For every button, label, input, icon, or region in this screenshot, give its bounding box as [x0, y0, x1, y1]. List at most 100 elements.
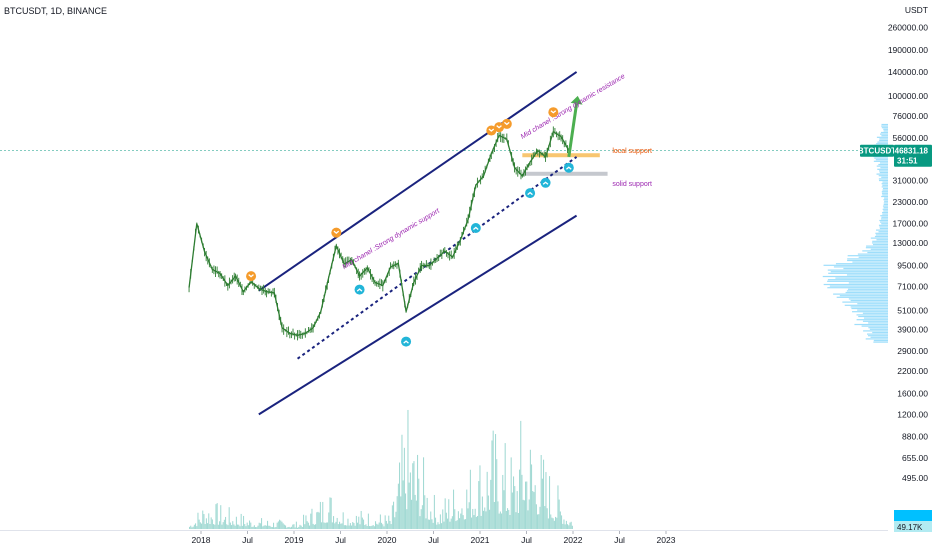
volume-bar — [447, 518, 449, 529]
volume-bar — [324, 522, 326, 529]
price-series — [188, 95, 583, 341]
volume-bar — [535, 504, 537, 529]
volume-profile-bar — [827, 279, 888, 281]
time-tick-9: Jul — [614, 535, 625, 545]
volume-bar — [208, 513, 210, 529]
volume-bar — [534, 485, 536, 529]
volume-bar — [523, 500, 525, 529]
markers-layer — [246, 107, 574, 347]
volume-profile-bar — [852, 261, 888, 263]
chart-title: BTCUSDT, 1D, BINANCE — [4, 6, 107, 16]
price-tick-6: 56000.00 — [893, 133, 929, 143]
volume-profile-bar — [883, 199, 888, 201]
volume-bar — [203, 514, 205, 529]
volume-bar — [319, 501, 321, 529]
volume-profile-bar — [880, 167, 888, 169]
marker-chevron-6 — [356, 288, 363, 292]
volume-bar — [408, 482, 410, 529]
volume-profile-bar — [882, 187, 888, 190]
volume-bar — [243, 515, 245, 529]
time-tick-10: 2023 — [657, 535, 676, 545]
volume-bar — [491, 440, 493, 529]
volume-profile-bar — [856, 319, 888, 321]
price-axis-ticks: 260000.00 190000.00 140000.00 100000.00 7600… — [888, 22, 928, 483]
channel-lines — [258, 71, 578, 416]
volume-bar — [437, 522, 439, 529]
volume-bar — [263, 525, 265, 529]
volume-bar — [545, 472, 547, 529]
time-tick-0: 2018 — [192, 535, 211, 545]
volume-bar — [459, 518, 461, 529]
volume-bar — [495, 434, 497, 529]
volume-bar — [340, 523, 342, 529]
volume-profile-bar — [863, 317, 888, 319]
volume-profile-layer — [822, 123, 888, 343]
volume-bar — [365, 524, 367, 529]
volume-bar — [538, 514, 540, 529]
volume-bar — [298, 526, 300, 529]
volume-bar — [282, 523, 284, 529]
volume-bar — [413, 461, 415, 529]
volume-bar — [532, 491, 534, 529]
volume-bar — [429, 519, 431, 529]
volume-bar — [388, 515, 390, 529]
volume-profile-bar — [875, 234, 888, 236]
volume-bar — [354, 525, 356, 529]
volume-bar — [544, 506, 546, 529]
volume-bar — [196, 526, 198, 529]
volume-bar — [204, 524, 206, 529]
volume-bar — [201, 523, 203, 529]
volume-profile-bar — [833, 293, 888, 295]
marker-chevron-2 — [488, 128, 495, 132]
volume-bar — [394, 517, 396, 529]
volume-bar — [363, 519, 365, 529]
volume-profile-bar — [884, 197, 888, 199]
volume-bar — [460, 513, 462, 529]
volume-profile-bar — [883, 210, 888, 212]
price-axis — [888, 0, 932, 550]
volume-profile-bar — [882, 211, 888, 214]
volume-profile-bar — [883, 202, 888, 204]
volume-profile-bar — [881, 223, 888, 225]
volume-bar — [564, 524, 566, 529]
volume-profile-bar — [879, 139, 888, 142]
volume-bar — [330, 497, 332, 529]
volume-profile-bar — [879, 138, 888, 140]
volume-bar — [328, 512, 330, 529]
volume-bar — [454, 509, 456, 529]
volume-bar — [217, 524, 219, 529]
price-tick-7: 31000.00 — [893, 175, 929, 185]
volume-profile-bar — [877, 141, 888, 143]
support-levels: local support solid support — [522, 148, 652, 188]
volume-profile-bar — [880, 215, 888, 217]
volume-bar — [367, 513, 369, 529]
volume-bar — [288, 526, 290, 529]
volume-profile-bar — [870, 237, 888, 239]
price-tick-17: 1600.00 — [897, 389, 928, 399]
volume-bar — [391, 505, 393, 529]
volume-bar — [304, 524, 306, 529]
volume-profile-bar — [835, 277, 888, 279]
volume-bar — [378, 522, 380, 529]
volume-profile-bar — [846, 290, 888, 292]
volume-bar — [390, 524, 392, 529]
time-tick-2: 2019 — [285, 535, 304, 545]
volume-bar — [334, 523, 336, 529]
volume-bar — [453, 489, 455, 529]
volume-bar — [451, 516, 453, 529]
volume-bar — [550, 514, 552, 529]
volume-bar — [514, 486, 516, 529]
volume-profile-bar — [878, 175, 888, 177]
volume-profile-bar — [847, 288, 888, 290]
volume-bar — [274, 527, 276, 529]
volume-bar — [229, 522, 231, 529]
volume-bar — [313, 524, 315, 529]
volume-profile-bar — [827, 280, 888, 282]
time-tick-5: Jul — [428, 535, 439, 545]
volume-bar — [318, 512, 320, 529]
volume-bar — [449, 521, 451, 529]
volume-profile-bar — [881, 192, 888, 194]
volume-bar — [279, 519, 281, 529]
volume-bar — [343, 525, 345, 529]
volume-bar — [251, 526, 253, 529]
